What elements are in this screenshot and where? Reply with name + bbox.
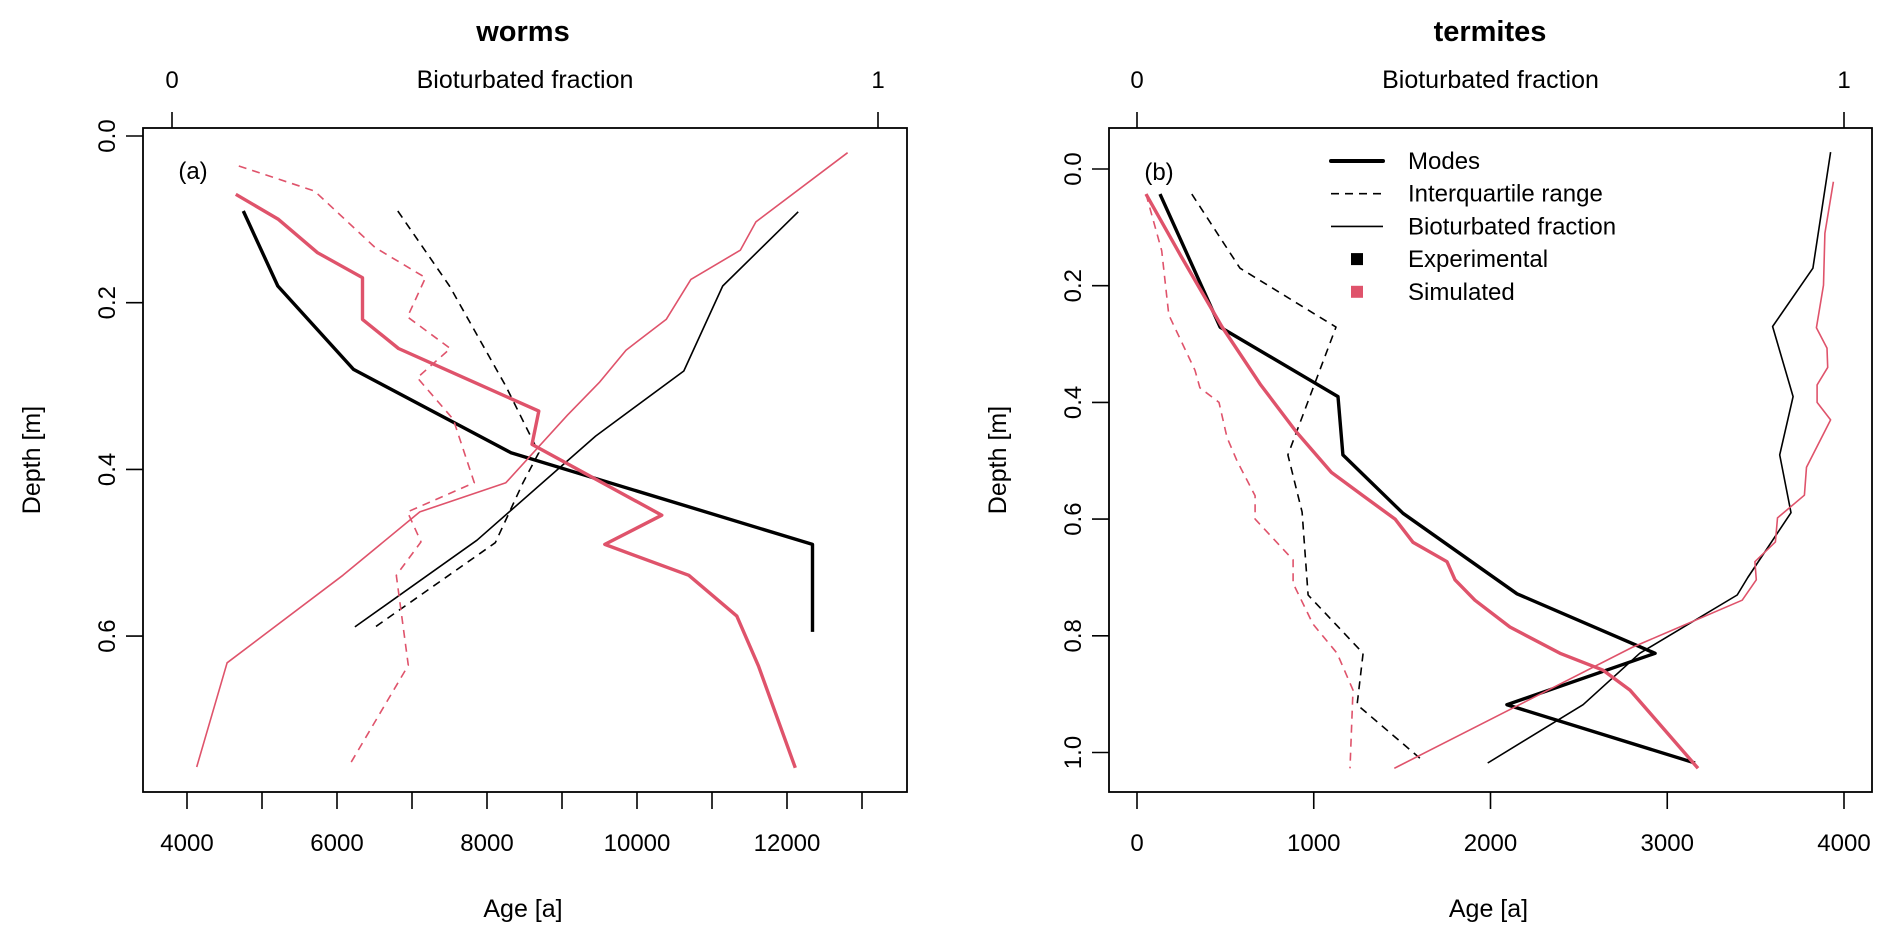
- top-axis-label: Bioturbated fraction: [417, 66, 634, 94]
- series-experimental-mode: [1158, 193, 1696, 765]
- y-tick-label: 0.8: [1060, 619, 1087, 652]
- x-tick-label: 1000: [1287, 830, 1340, 857]
- top-tick-label: 1: [1837, 67, 1850, 94]
- y-axis-label: Depth [m]: [984, 406, 1012, 514]
- x-tick-label: 3000: [1641, 830, 1694, 857]
- x-tick-label: 0: [1130, 830, 1143, 857]
- series-experimental-iqr: [374, 210, 540, 628]
- series-group: [1144, 151, 1835, 770]
- plot-frame: [142, 127, 908, 793]
- x-tick-label: 4000: [1817, 830, 1870, 857]
- series-simulated-mode: [234, 192, 797, 769]
- top-axis-label: Bioturbated fraction: [1382, 66, 1599, 94]
- plot-title: termites: [1434, 16, 1547, 48]
- y-tick-label: 0.6: [1060, 502, 1087, 535]
- legend-label: Experimental: [1408, 246, 1548, 273]
- legend: Modes Interquartile range Bioturbated frac…: [1329, 148, 1616, 306]
- panel-termites: termites Bioturbated fraction 0 1 0 1000 2000 3…: [984, 16, 1873, 923]
- top-tick-label: 0: [1130, 67, 1143, 94]
- y-tick-label: 0.6: [94, 619, 121, 652]
- series-experimental-frac: [1487, 151, 1832, 764]
- legend-label: Interquartile range: [1408, 181, 1603, 208]
- y-tick-label: 0.4: [94, 453, 121, 486]
- x-axis-label: Age [a]: [1449, 895, 1528, 923]
- series-experimental-frac: [354, 211, 799, 628]
- series-experimental-mode: [241, 210, 815, 632]
- series-simulated-mode: [1144, 193, 1700, 770]
- legend-key-simulated: [1351, 285, 1363, 298]
- legend-label: Simulated: [1408, 279, 1515, 306]
- x-tick-label: 6000: [310, 830, 363, 857]
- y-tick-label: 0.2: [94, 286, 121, 319]
- series-simulated-frac: [1393, 181, 1835, 770]
- y-tick-label: 0.0: [1060, 152, 1087, 185]
- plot-frame: [1108, 127, 1873, 793]
- series-experimental-iqr: [1191, 193, 1421, 759]
- series-group: [195, 152, 849, 769]
- y-axis-label: Depth [m]: [18, 406, 46, 514]
- y-tick-label: 0.2: [1060, 269, 1087, 302]
- x-tick-label: 10000: [604, 830, 671, 857]
- series-simulated-iqr: [1145, 193, 1354, 769]
- top-tick-label: 1: [871, 67, 884, 94]
- legend-key-experimental: [1351, 253, 1363, 266]
- legend-label: Bioturbated fraction: [1408, 213, 1616, 240]
- x-axis-label: Age [a]: [483, 895, 562, 923]
- plot-title: worms: [475, 16, 569, 48]
- y-tick-label: 1.0: [1060, 736, 1087, 769]
- panel-worms: worms Bioturbated fraction 0 1 4000 6000 8000 1…: [18, 16, 908, 923]
- x-tick-label: 2000: [1464, 830, 1517, 857]
- panel-label: (b): [1144, 159, 1173, 186]
- top-tick-label: 0: [165, 67, 178, 94]
- x-tick-label: 8000: [460, 830, 513, 857]
- y-tick-label: 0.4: [1060, 386, 1087, 419]
- x-tick-label: 4000: [160, 830, 213, 857]
- x-tick-label: 12000: [754, 830, 821, 857]
- y-tick-label: 0.0: [94, 119, 121, 152]
- panel-label: (a): [178, 158, 207, 185]
- series-simulated-iqr: [238, 165, 476, 768]
- series-simulated-frac: [195, 152, 849, 768]
- legend-label: Modes: [1408, 148, 1480, 175]
